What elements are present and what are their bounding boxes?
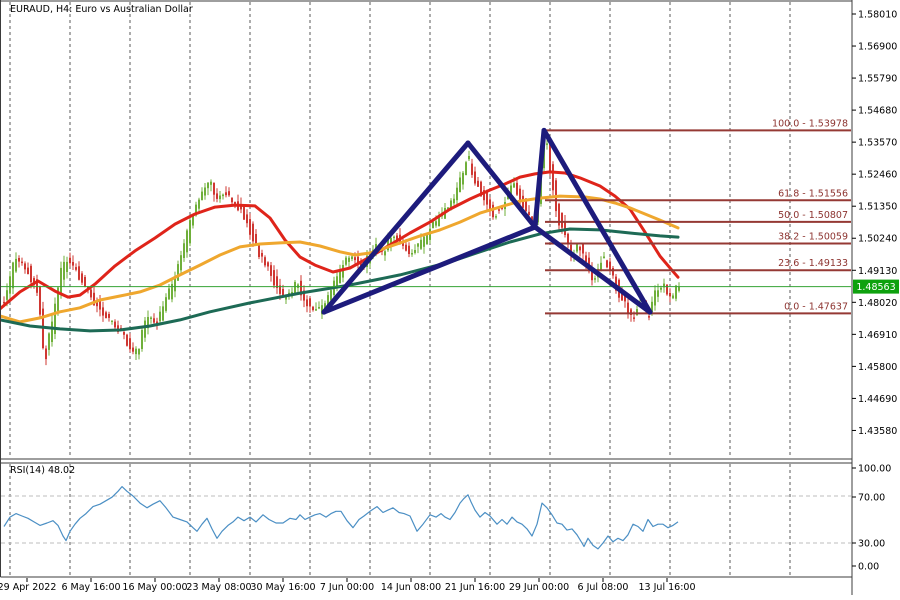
rsi-axis-label: 30.00 <box>858 539 885 550</box>
pattern-trendline[interactable] <box>321 140 471 315</box>
rsi-axis-label: 0.00 <box>858 562 879 573</box>
fib-level-label: 23.6 - 1.49133 <box>778 258 848 269</box>
rsi-line <box>3 486 679 550</box>
price-axis-label: 1.46910 <box>858 330 897 341</box>
price-axis-label: 1.45800 <box>858 362 897 373</box>
pattern-trendline[interactable] <box>532 224 653 315</box>
date-axis-label: 14 Jun 08:00 <box>381 582 441 593</box>
date-axis-label: 16 May 00:00 <box>122 582 187 593</box>
pattern-trendline[interactable] <box>541 127 653 315</box>
date-axis-label: 7 Jun 00:00 <box>320 582 374 593</box>
chart-title: EURAUD, H4: Euro vs Australian Dollar <box>10 4 193 15</box>
date-axis-label: 23 May 08:00 <box>186 582 251 593</box>
fib-level-label: 0.0 - 1.47637 <box>784 301 848 312</box>
price-axis-label: 1.48020 <box>858 298 897 309</box>
date-axis-label: 13 Jul 16:00 <box>639 582 696 593</box>
date-axis-label: 21 Jun 16:00 <box>445 582 505 593</box>
price-axis-label: 1.56900 <box>858 42 897 53</box>
rsi-axis-label: 70.00 <box>858 493 885 504</box>
price-axis-label: 1.54680 <box>858 106 897 117</box>
ma-fast-line <box>0 170 680 311</box>
date-axis-label: 29 Apr 2022 <box>0 582 56 593</box>
rsi-axis-label: 100.00 <box>858 464 891 475</box>
price-axis-label: 1.44690 <box>858 394 897 405</box>
fib-level-label: 50.0 - 1.50807 <box>778 210 848 221</box>
fib-level-label: 100.0 - 1.53978 <box>772 118 848 129</box>
price-axis-area <box>853 0 900 600</box>
pattern-trendline[interactable] <box>321 224 538 315</box>
price-axis-label: 1.58010 <box>858 10 897 21</box>
date-axis-label: 6 May 16:00 <box>61 582 120 593</box>
price-axis-label: 1.51350 <box>858 202 897 213</box>
price-axis-label: 1.50240 <box>858 234 897 245</box>
price-axis-label: 1.43580 <box>858 426 897 437</box>
date-axis-label: 6 Jul 08:00 <box>578 582 629 593</box>
rsi-indicator-label: RSI(14) 48.02 <box>10 465 76 476</box>
pattern-trendline[interactable] <box>532 127 547 230</box>
fib-level-label: 38.2 - 1.50059 <box>778 232 848 243</box>
current-price-badge-text: 1.48563 <box>856 282 895 293</box>
current-price-badge <box>853 279 899 294</box>
price-axis-label: 1.53570 <box>858 138 897 149</box>
price-axis-label: 1.52460 <box>858 170 897 181</box>
price-axis-label: 1.55790 <box>858 74 897 85</box>
price-axis-label: 1.49130 <box>858 266 897 277</box>
date-axis-label: 30 May 16:00 <box>250 582 315 593</box>
pattern-trendline[interactable] <box>465 140 538 230</box>
fib-level-label: 61.8 - 1.51556 <box>778 188 848 199</box>
date-axis-label: 29 Jun 00:00 <box>509 582 569 593</box>
